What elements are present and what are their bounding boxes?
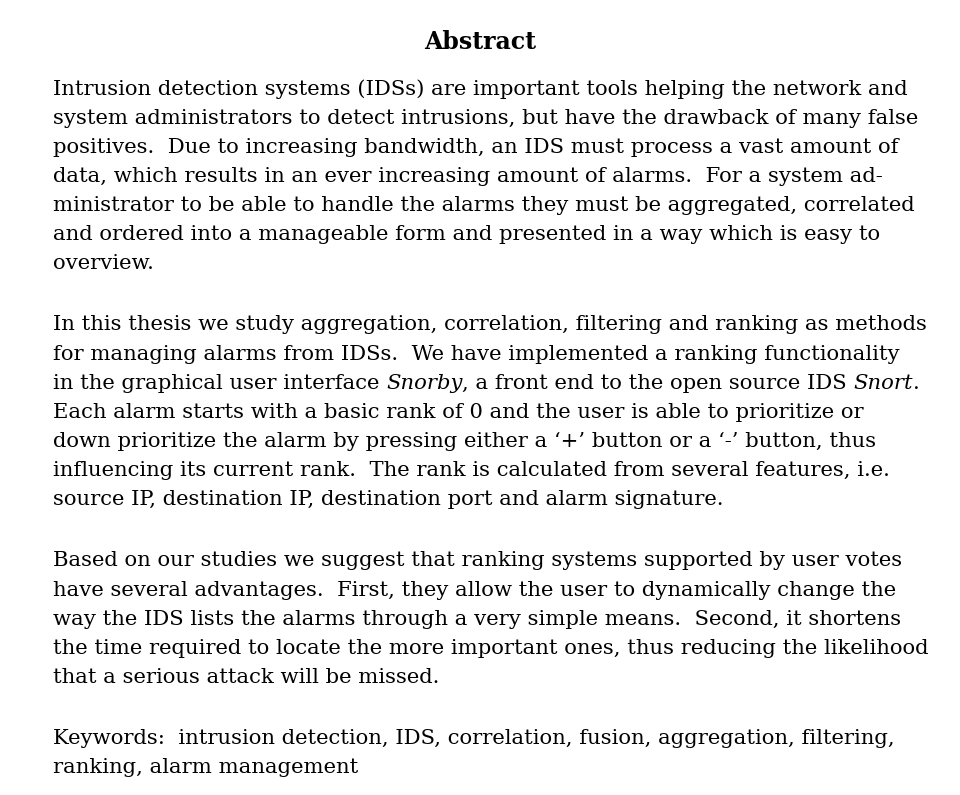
Text: data, which results in an ever increasing amount of alarms.  For a system ad-: data, which results in an ever increasin… (53, 167, 882, 186)
Text: .: . (913, 374, 920, 393)
Text: way the IDS lists the alarms through a very simple means.  Second, it shortens: way the IDS lists the alarms through a v… (53, 610, 900, 629)
Text: influencing its current rank.  The rank is calculated from several features, i.e: influencing its current rank. The rank i… (53, 461, 890, 480)
Text: Each alarm starts with a basic rank of 0 and the user is able to prioritize or: Each alarm starts with a basic rank of 0… (53, 403, 863, 422)
Text: Snorby: Snorby (386, 374, 463, 393)
Text: system administrators to detect intrusions, but have the drawback of many false: system administrators to detect intrusio… (53, 109, 918, 128)
Text: have several advantages.  First, they allow the user to dynamically change the: have several advantages. First, they all… (53, 580, 896, 599)
Text: Keywords:  intrusion detection, IDS, correlation, fusion, aggregation, filtering: Keywords: intrusion detection, IDS, corr… (53, 729, 895, 748)
Text: Intrusion detection systems (IDSs) are important tools helping the network and: Intrusion detection systems (IDSs) are i… (53, 80, 907, 99)
Text: In this thesis we study aggregation, correlation, filtering and ranking as metho: In this thesis we study aggregation, cor… (53, 316, 926, 335)
Text: ranking, alarm management: ranking, alarm management (53, 758, 358, 778)
Text: Snort: Snort (853, 374, 913, 393)
Text: in the graphical user interface: in the graphical user interface (53, 374, 386, 393)
Text: Abstract: Abstract (424, 30, 536, 54)
Text: down prioritize the alarm by pressing either a ‘+’ button or a ‘-’ button, thus: down prioritize the alarm by pressing ei… (53, 432, 876, 451)
Text: source IP, destination IP, destination port and alarm signature.: source IP, destination IP, destination p… (53, 491, 723, 510)
Text: overview.: overview. (53, 254, 154, 273)
Text: for managing alarms from IDSs.  We have implemented a ranking functionality: for managing alarms from IDSs. We have i… (53, 344, 900, 363)
Text: Based on our studies we suggest that ranking systems supported by user votes: Based on our studies we suggest that ran… (53, 552, 902, 571)
Text: that a serious attack will be missed.: that a serious attack will be missed. (53, 668, 439, 687)
Text: positives.  Due to increasing bandwidth, an IDS must process a vast amount of: positives. Due to increasing bandwidth, … (53, 138, 899, 157)
Text: ministrator to be able to handle the alarms they must be aggregated, correlated: ministrator to be able to handle the ala… (53, 196, 915, 215)
Text: and ordered into a manageable form and presented in a way which is easy to: and ordered into a manageable form and p… (53, 225, 880, 244)
Text: , a front end to the open source IDS: , a front end to the open source IDS (463, 374, 853, 393)
Text: the time required to locate the more important ones, thus reducing the likelihoo: the time required to locate the more imp… (53, 639, 928, 657)
